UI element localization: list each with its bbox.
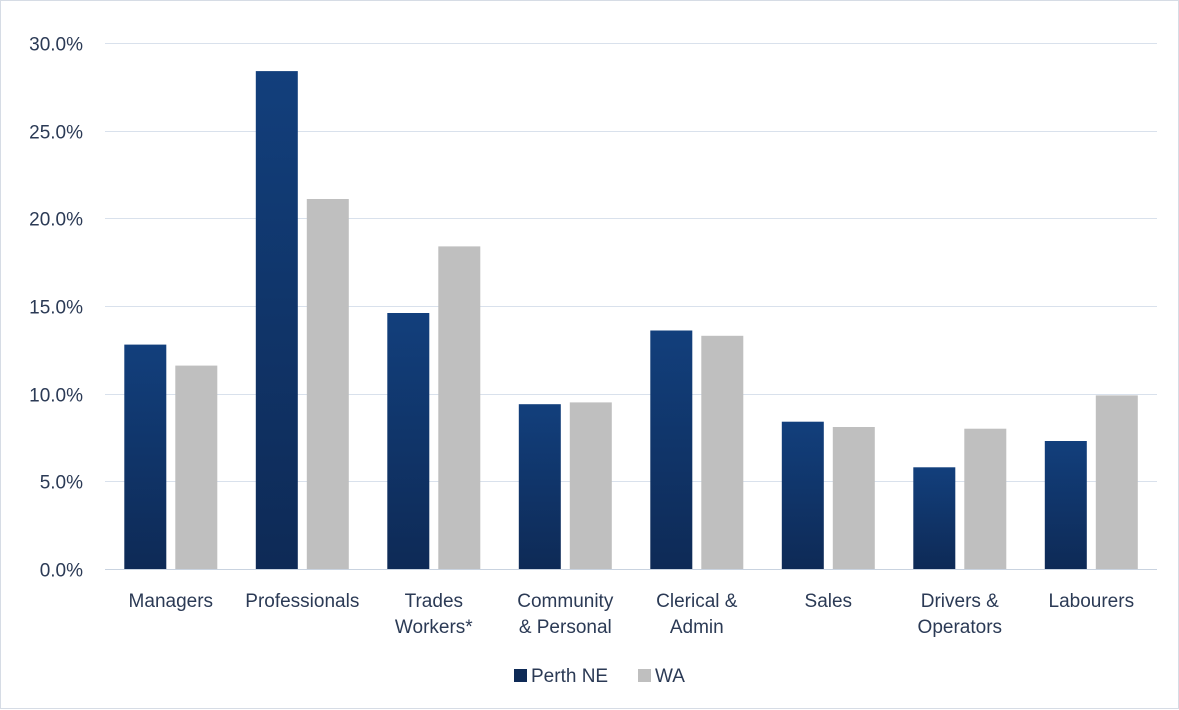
legend: Perth NE WA — [514, 666, 685, 687]
legend-swatch-perth-ne — [514, 669, 527, 682]
y-tick-label: 0.0% — [40, 561, 83, 582]
bars — [124, 71, 1138, 569]
y-tick-label: 25.0% — [29, 123, 83, 144]
x-category-label: Drivers & Operators — [918, 591, 1002, 638]
bar-wa — [832, 427, 875, 569]
bar-wa — [175, 365, 218, 569]
bar-wa — [438, 246, 481, 569]
y-tick-label: 20.0% — [29, 210, 83, 231]
x-category-label: Professionals — [245, 591, 359, 612]
bar-perth-ne — [255, 71, 298, 569]
y-tick-label: 15.0% — [29, 298, 83, 319]
bar-wa — [701, 335, 744, 569]
x-category-label: Trades Workers* — [395, 591, 473, 638]
legend-swatch-wa — [638, 669, 651, 682]
bar-perth-ne — [124, 344, 167, 569]
bar-perth-ne — [1044, 441, 1087, 569]
bar-wa — [964, 428, 1007, 569]
y-tick-label: 10.0% — [29, 386, 83, 407]
y-tick-label: 5.0% — [40, 473, 83, 494]
bar-wa — [569, 402, 612, 569]
x-category-label: Community & Personal — [517, 591, 614, 638]
legend-label-wa: WA — [655, 666, 685, 687]
y-tick-label: 30.0% — [29, 35, 83, 56]
bar-wa — [1095, 395, 1138, 569]
bar-perth-ne — [781, 421, 824, 569]
x-category-label: Sales — [805, 591, 853, 612]
legend-label-perth-ne: Perth NE — [531, 666, 608, 687]
y-axis-ticks: 0.0% 5.0% 10.0% 15.0% 20.0% 25.0% 30.0% — [29, 35, 83, 582]
x-category-label: Labourers — [1049, 591, 1135, 612]
bar-perth-ne — [387, 313, 430, 569]
bar-perth-ne — [650, 330, 693, 569]
bar-wa — [306, 199, 349, 569]
bar-perth-ne — [913, 467, 956, 569]
x-category-label: Managers — [129, 591, 214, 612]
bar-perth-ne — [518, 404, 561, 569]
x-axis-categories: Managers Professionals Trades Workers* Commu… — [129, 591, 1135, 638]
x-category-label: Clerical & Admin — [656, 591, 738, 638]
